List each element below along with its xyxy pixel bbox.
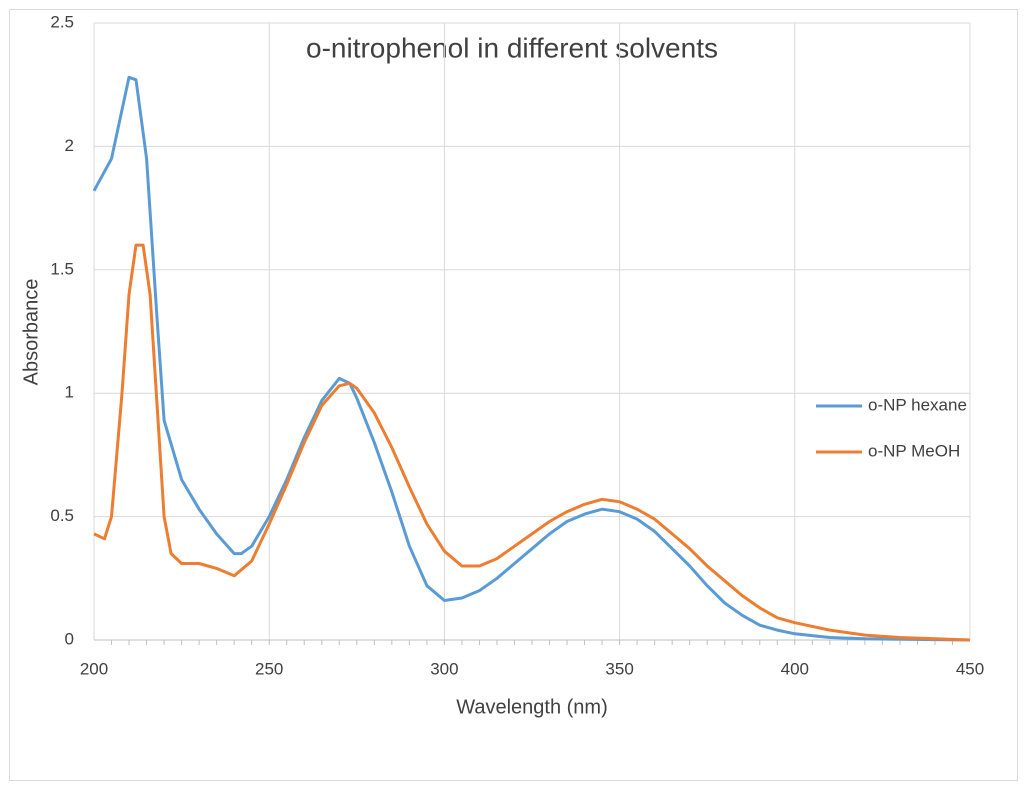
legend-label: o-NP hexane <box>868 395 967 414</box>
chart-border <box>9 9 1018 781</box>
x-tick-label: 400 <box>781 659 809 678</box>
y-tick-label: 2 <box>65 136 74 155</box>
y-tick-label: 0 <box>65 629 74 648</box>
y-tick-label: 0.5 <box>50 506 74 525</box>
data-line <box>93 243 971 642</box>
chart-title: o-nitrophenol in different solvents <box>306 32 718 63</box>
x-tick-label: 200 <box>80 659 108 678</box>
x-tick-label: 450 <box>956 659 984 678</box>
x-tick-label: 250 <box>255 659 283 678</box>
legend-label: o-NP MeOH <box>868 441 960 460</box>
y-axis-title: Absorbance <box>20 279 42 386</box>
y-tick-label: 1 <box>65 383 74 402</box>
x-tick-label: 300 <box>430 659 458 678</box>
x-axis-title: Wavelength (nm) <box>456 696 608 718</box>
data-line <box>92 75 971 642</box>
y-tick-label: 1.5 <box>50 259 74 278</box>
y-tick-label: 2.5 <box>50 12 74 31</box>
x-tick-label: 350 <box>605 659 633 678</box>
